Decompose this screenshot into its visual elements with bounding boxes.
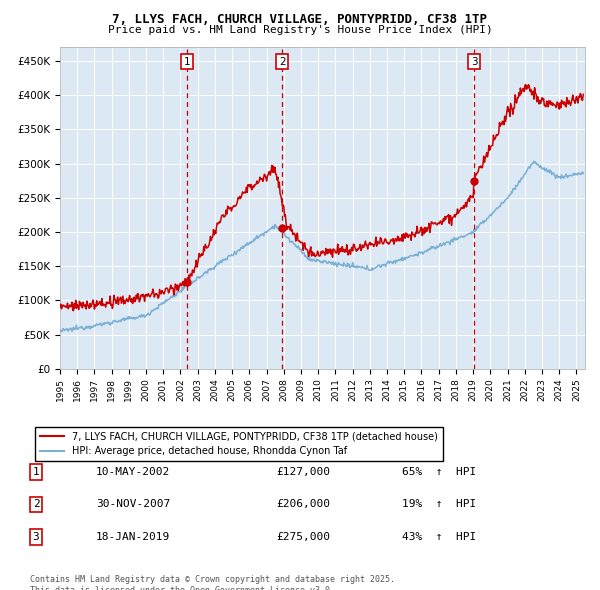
- Text: 2: 2: [32, 500, 40, 509]
- Text: 1: 1: [184, 57, 190, 67]
- Text: 3: 3: [32, 532, 40, 542]
- Text: £275,000: £275,000: [276, 532, 330, 542]
- Text: £206,000: £206,000: [276, 500, 330, 509]
- Text: 7, LLYS FACH, CHURCH VILLAGE, PONTYPRIDD, CF38 1TP: 7, LLYS FACH, CHURCH VILLAGE, PONTYPRIDD…: [113, 13, 487, 26]
- Text: Contains HM Land Registry data © Crown copyright and database right 2025.
This d: Contains HM Land Registry data © Crown c…: [30, 575, 395, 590]
- Text: 30-NOV-2007: 30-NOV-2007: [96, 500, 170, 509]
- Text: £127,000: £127,000: [276, 467, 330, 477]
- Text: 10-MAY-2002: 10-MAY-2002: [96, 467, 170, 477]
- Text: 18-JAN-2019: 18-JAN-2019: [96, 532, 170, 542]
- Text: 1: 1: [32, 467, 40, 477]
- Text: 43%  ↑  HPI: 43% ↑ HPI: [402, 532, 476, 542]
- Legend: 7, LLYS FACH, CHURCH VILLAGE, PONTYPRIDD, CF38 1TP (detached house), HPI: Averag: 7, LLYS FACH, CHURCH VILLAGE, PONTYPRIDD…: [35, 427, 443, 461]
- Text: 65%  ↑  HPI: 65% ↑ HPI: [402, 467, 476, 477]
- Text: Price paid vs. HM Land Registry's House Price Index (HPI): Price paid vs. HM Land Registry's House …: [107, 25, 493, 35]
- Text: 2: 2: [279, 57, 286, 67]
- Text: 19%  ↑  HPI: 19% ↑ HPI: [402, 500, 476, 509]
- Text: 3: 3: [470, 57, 477, 67]
